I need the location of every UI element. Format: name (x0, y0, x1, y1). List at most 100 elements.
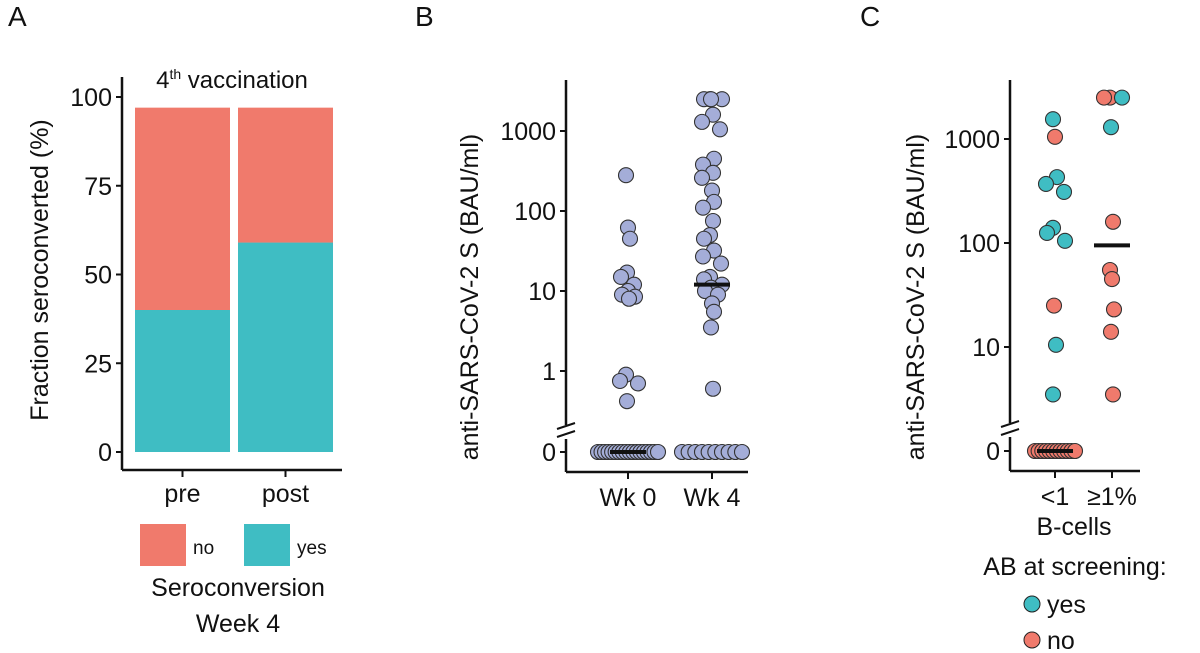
legend-label-yes: yes (297, 538, 327, 559)
legend-c: AB at screening: yes no (983, 553, 1166, 653)
y-tick-label-a: 25 (84, 350, 112, 378)
panel-letter-c: C (860, 1, 880, 32)
legend-swatch-no (140, 524, 186, 566)
data-point-Wk 4 (704, 380, 722, 397)
bar-no-post (238, 107, 333, 243)
data-point-≥1% (1104, 213, 1122, 230)
panel-letter-a: A (8, 1, 27, 32)
data-point-<1 (1037, 175, 1055, 192)
data-point-≥1% (1102, 323, 1120, 340)
data-point-≥1% (1102, 119, 1120, 136)
data-point-Wk 4 (702, 91, 720, 108)
axes-c: 0 10 100 1000 (944, 80, 1140, 473)
medians-b (610, 282, 730, 454)
data-point-Wk 4 (695, 230, 713, 247)
x-tick-label: Wk 4 (684, 484, 741, 512)
axis-break-mark (556, 422, 576, 430)
axes-b: 0 1 10 100 1000 (500, 80, 748, 474)
data-point-Wk 4 (693, 169, 711, 186)
panel-c: C anti-SARS-CoV-2 S (BAU/ml) 0101001000 … (860, 1, 1167, 653)
y-tick-label: 1000 (944, 126, 1000, 154)
panel-a: A Fraction seroconverted (%) 0255075100 … (8, 1, 342, 638)
data-point-<1 (1046, 128, 1064, 145)
y-tick-label: 1000 (500, 118, 556, 146)
y-tick-label: 10 (528, 278, 556, 306)
data-point-≥1% (1104, 386, 1122, 403)
x-labels-b: Wk 0 Wk 4 (600, 472, 741, 512)
data-point-Wk 4 (702, 319, 720, 336)
y-tick-label-a: 100 (70, 84, 112, 112)
axis-break-mark (556, 430, 576, 438)
y-tick-label-a: 75 (84, 173, 112, 201)
medians-c (1037, 243, 1130, 453)
data-point-Wk 4 (704, 212, 722, 230)
y-axis-title-a: Fraction seroconverted (%) (26, 119, 54, 421)
data-point-Wk 4 (694, 248, 712, 265)
x-tick-label-a: pre (164, 480, 200, 508)
x-tick-label: Wk 0 (600, 484, 657, 512)
y-axis-title-c: anti-SARS-CoV-2 S (BAU/ml) (902, 134, 930, 460)
data-point-Wk 0 (649, 443, 667, 461)
legend-a: no yes Seroconversion Week 4 (140, 524, 327, 638)
y-tick-label: 1 (542, 358, 556, 386)
x-tick-label: <1 (1041, 483, 1070, 511)
y-tick-label: 10 (972, 334, 1000, 362)
legend-title-line2: Week 4 (196, 610, 280, 638)
y-tick-label: 100 (958, 230, 1000, 258)
legend-marker-yes (1023, 595, 1041, 613)
legend-marker-no (1023, 631, 1041, 649)
data-point-Wk 4 (705, 303, 723, 320)
data-point-≥1% (1095, 89, 1113, 106)
data-point-Wk 0 (629, 375, 647, 392)
legend-label-c-no: no (1047, 627, 1075, 653)
y-tick-label-a: 50 (84, 262, 112, 290)
data-point-Wk 4 (712, 255, 730, 272)
y-tick-label: 0 (986, 438, 1000, 466)
data-point-≥1% (1105, 301, 1123, 318)
y-tick-label-a: 0 (98, 439, 112, 467)
data-point-Wk 0 (612, 268, 630, 285)
axis-break-mark (1000, 428, 1020, 436)
panel-letter-b: B (415, 1, 434, 32)
panel-b: B anti-SARS-CoV-2 S (BAU/ml) 0 1 10 100 1000… (415, 1, 751, 512)
y-tick-label: 0 (542, 439, 556, 467)
data-point-Wk 0 (611, 372, 629, 390)
data-point-Wk 0 (617, 167, 635, 184)
y-tick-label: 100 (514, 198, 556, 226)
data-point-≥1% (1113, 89, 1131, 106)
points-c (1026, 89, 1131, 460)
chart-title-a: 4th vaccination (156, 66, 308, 94)
data-point-Wk 4 (693, 113, 711, 130)
x-labels-a: pre post (164, 470, 309, 508)
y-axis-title-b: anti-SARS-CoV-2 S (BAU/ml) (456, 134, 484, 460)
legend-label-c-yes: yes (1047, 591, 1086, 619)
data-point-Wk 4 (733, 443, 751, 461)
x-labels-c: <1 ≥1% (1041, 471, 1137, 511)
bars-a (135, 107, 333, 452)
legend-label-no: no (193, 538, 214, 559)
x-axis-title-c: B-cells (1036, 513, 1111, 541)
axis-break-mark (1000, 420, 1020, 428)
data-point-Wk 0 (620, 290, 638, 307)
legend-swatch-yes (244, 524, 290, 566)
y-ticks-a: 0 25 50 75 100 (70, 84, 122, 467)
x-tick-label: ≥1% (1087, 483, 1137, 511)
data-point-<1 (1044, 111, 1062, 128)
data-point-≥1% (1103, 271, 1121, 288)
data-point-<1 (1055, 183, 1073, 200)
data-point-Wk 0 (618, 393, 636, 410)
data-point-<1 (1045, 297, 1063, 314)
data-point-Wk 4 (694, 199, 712, 216)
data-point-Wk 4 (711, 121, 729, 138)
data-point-<1 (1044, 386, 1062, 403)
data-point-<1 (1056, 232, 1074, 249)
bar-yes-pre (135, 310, 230, 452)
x-tick-label-a: post (262, 480, 309, 508)
points-b (589, 91, 751, 461)
bar-yes-post (238, 242, 333, 452)
legend-title-line1: Seroconversion (151, 574, 325, 602)
bar-no-pre (135, 107, 230, 311)
data-point-Wk 0 (621, 230, 639, 247)
legend-title-c: AB at screening: (983, 553, 1166, 581)
